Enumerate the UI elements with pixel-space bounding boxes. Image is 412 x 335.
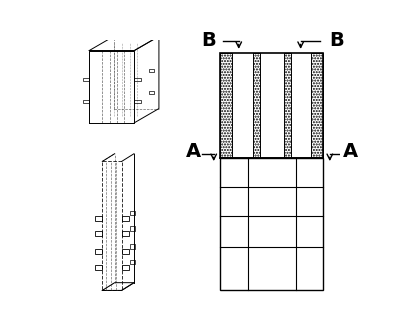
Bar <box>220 53 323 157</box>
Bar <box>130 211 135 215</box>
Bar <box>95 249 102 254</box>
Bar <box>83 99 89 103</box>
Bar <box>253 53 260 157</box>
Bar <box>220 53 323 157</box>
Bar <box>95 216 102 220</box>
Bar <box>134 99 141 103</box>
Bar <box>122 231 129 236</box>
Bar <box>220 157 323 290</box>
Bar <box>220 53 232 157</box>
Bar <box>122 249 129 254</box>
Bar <box>95 265 102 270</box>
Text: A: A <box>185 142 201 161</box>
Bar <box>130 260 135 265</box>
Bar <box>122 265 129 270</box>
Bar <box>83 78 89 81</box>
Bar <box>283 53 291 157</box>
Bar <box>130 226 135 231</box>
Text: A: A <box>343 142 358 161</box>
Bar <box>149 69 154 72</box>
Bar <box>95 231 102 236</box>
Bar <box>122 216 129 220</box>
Bar <box>311 53 323 157</box>
Bar <box>130 244 135 249</box>
Bar <box>134 78 141 81</box>
Text: B: B <box>330 31 344 50</box>
Bar <box>149 91 154 94</box>
Text: B: B <box>201 31 216 50</box>
